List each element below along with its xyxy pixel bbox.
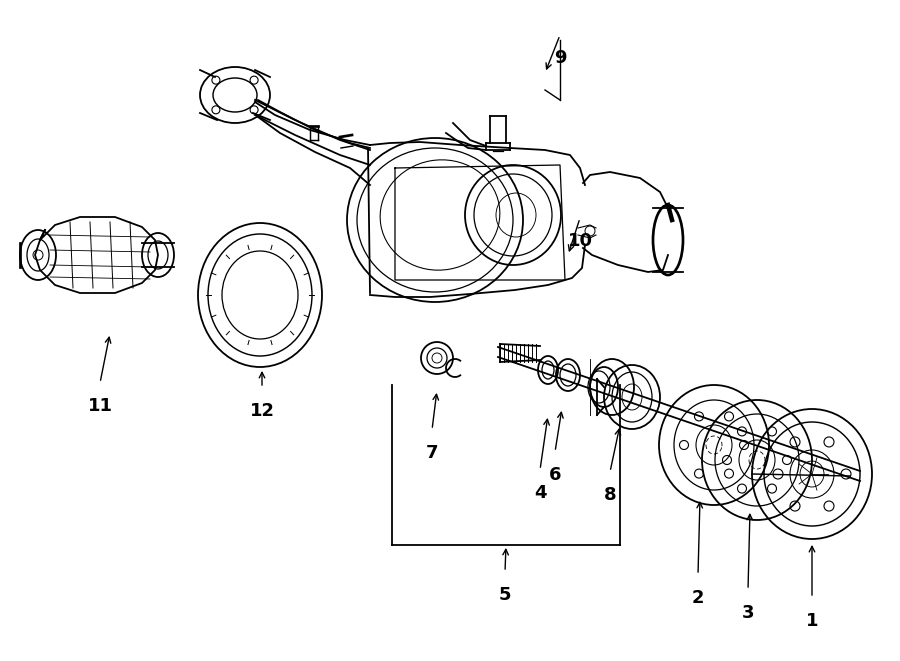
Text: 9: 9 [554, 49, 566, 67]
Text: 4: 4 [534, 484, 546, 502]
Text: 7: 7 [426, 444, 438, 462]
Text: 12: 12 [249, 402, 274, 420]
Text: 5: 5 [499, 586, 511, 604]
Text: 11: 11 [87, 397, 112, 415]
Text: 10: 10 [568, 232, 592, 250]
Text: 2: 2 [692, 589, 704, 607]
Text: 3: 3 [742, 604, 754, 622]
Text: 6: 6 [549, 466, 562, 484]
Text: 8: 8 [604, 486, 617, 504]
Text: 1: 1 [806, 612, 818, 630]
